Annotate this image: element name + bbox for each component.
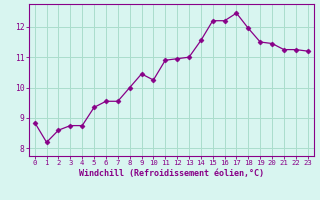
X-axis label: Windchill (Refroidissement éolien,°C): Windchill (Refroidissement éolien,°C) (79, 169, 264, 178)
